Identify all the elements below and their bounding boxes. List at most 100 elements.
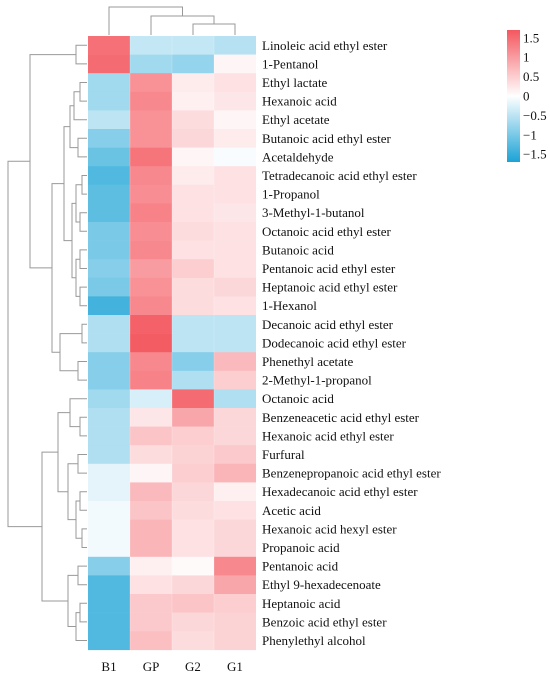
- heatmap-cell: [130, 296, 172, 316]
- heatmap-cell: [172, 538, 214, 558]
- heatmap-cell: [214, 147, 256, 167]
- dendrogram-branch: [71, 202, 76, 279]
- heatmap-cell: [130, 631, 172, 651]
- heatmap-cell: [214, 240, 256, 260]
- row-label: Butanoic acid ethyl ester: [262, 131, 392, 146]
- column-label: G2: [185, 659, 201, 674]
- dendrogram-branch: [81, 323, 87, 344]
- heatmap-cell: [88, 129, 130, 148]
- heatmap-cell: [88, 315, 130, 334]
- heatmap-cell: [88, 73, 130, 93]
- heatmap-cell: [172, 166, 214, 186]
- dendrogram-branch: [59, 333, 82, 372]
- heatmap-cell: [88, 166, 130, 186]
- dendrogram-branch: [79, 602, 87, 623]
- heatmap-cell: [88, 333, 130, 353]
- heatmap-cell: [214, 222, 256, 241]
- heatmap-cell: [88, 538, 130, 558]
- heatmap-cell: [130, 519, 172, 539]
- row-label: 1-Propanol: [262, 187, 320, 202]
- row-label: Ethyl acetate: [262, 112, 330, 127]
- row-label: Benzoic acid ethyl ester: [262, 614, 387, 629]
- row-label: Benzenepropanoic acid ethyl ester: [262, 466, 441, 481]
- heatmap-cell: [172, 519, 214, 539]
- dendrogram-branch: [79, 416, 87, 437]
- legend-tick-label: −1: [523, 127, 537, 142]
- heatmap-cell: [172, 54, 214, 74]
- heatmap-cell: [130, 501, 172, 520]
- heatmap-cell: [88, 426, 130, 446]
- heatmap-cell: [214, 370, 256, 390]
- heatmap-cell: [130, 110, 172, 130]
- heatmap-cell: [172, 240, 214, 260]
- row-label: Decanoic acid ethyl ester: [262, 317, 394, 332]
- heatmap-cell: [88, 389, 130, 409]
- heatmap-cell: [172, 73, 214, 93]
- heatmap-cell: [130, 54, 172, 74]
- heatmap-cell: [88, 222, 130, 241]
- heatmap-cell: [172, 259, 214, 279]
- heatmap-cell: [130, 222, 172, 241]
- heatmap-cell: [214, 203, 256, 223]
- heatmap-cell: [214, 389, 256, 409]
- heatmap-cell: [88, 594, 130, 613]
- heatmap-cell: [88, 352, 130, 372]
- heatmap-cell: [88, 110, 130, 130]
- column-label: G1: [227, 659, 243, 674]
- heatmap-cell: [130, 333, 172, 353]
- dendrogram-branch: [81, 528, 87, 548]
- dendrogram-branch: [51, 183, 64, 353]
- heatmap-cells: [88, 36, 256, 651]
- row-label: Octanoic acid ethyl ester: [262, 224, 392, 239]
- dendrogram-branch: [79, 82, 87, 102]
- column-dendrogram: [108, 6, 236, 35]
- heatmap-cell: [172, 389, 214, 409]
- heatmap-cell: [130, 73, 172, 93]
- heatmap-cell: [130, 36, 172, 55]
- heatmap-cell: [214, 352, 256, 372]
- heatmap-cell: [130, 575, 172, 595]
- heatmap-cell: [214, 296, 256, 316]
- heatmap-cell: [172, 147, 214, 167]
- column-label: GP: [143, 659, 160, 674]
- heatmap-cell: [88, 259, 130, 279]
- dendrogram-branch: [75, 612, 87, 641]
- heatmap-cell: [172, 315, 214, 334]
- heatmap-cell: [214, 575, 256, 595]
- heatmap-cell: [88, 408, 130, 427]
- heatmap-cell: [214, 73, 256, 93]
- heatmap-cell: [214, 482, 256, 502]
- row-label: Ethyl lactate: [262, 75, 328, 90]
- heatmap-cell: [88, 463, 130, 483]
- heatmap-cell: [214, 556, 256, 576]
- heatmap-cell: [130, 370, 172, 390]
- heatmap-cell: [214, 333, 256, 353]
- heatmap-cell: [214, 519, 256, 539]
- heatmap-cell: [214, 259, 256, 279]
- dendrogram-branch: [75, 184, 82, 223]
- dendrogram-branch: [81, 175, 87, 195]
- row-label: Tetradecanoic acid ethyl ester: [262, 168, 417, 183]
- row-label: Acetaldehyde: [262, 149, 334, 164]
- legend-tick-label: −1.5: [523, 147, 547, 162]
- row-label: Pentanoic acid: [262, 559, 339, 574]
- heatmap-cell: [214, 129, 256, 148]
- row-label: Propanoic acid: [262, 540, 340, 555]
- row-label: 1-Pentanol: [262, 56, 319, 71]
- heatmap-cell: [172, 203, 214, 223]
- heatmap-cell: [130, 426, 172, 446]
- heatmap-cell: [214, 463, 256, 483]
- row-label: Hexanoic acid ethyl ester: [262, 428, 394, 443]
- heatmap-cell: [214, 501, 256, 520]
- row-label: Dodecanoic acid ethyl ester: [262, 335, 407, 350]
- heatmap-cell: [172, 445, 214, 465]
- row-label: 2-Methyl-1-propanol: [262, 373, 372, 388]
- heatmap-cell: [130, 538, 172, 558]
- heatmap-cell: [214, 166, 256, 186]
- row-label: Phenylethyl alcohol: [262, 633, 366, 648]
- heatmap-cell: [130, 277, 172, 297]
- heatmap-cell: [88, 296, 130, 316]
- heatmap-cell: [130, 147, 172, 167]
- heatmap-cell: [88, 91, 130, 111]
